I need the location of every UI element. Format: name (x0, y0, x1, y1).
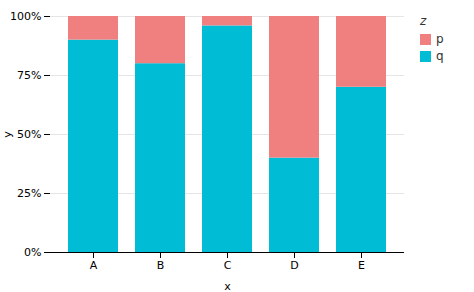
svg-text:100%: 100% (10, 10, 41, 23)
html-text:q: q (436, 49, 444, 63)
svg-text:0%: 0% (24, 246, 41, 259)
html-text:z: z (420, 14, 427, 28)
svg-text:50%: 50% (17, 128, 41, 141)
svg-text:E: E (358, 259, 365, 272)
svg-text:D: D (290, 259, 298, 272)
svg-text:C: C (224, 259, 232, 272)
svg-text:x: x (224, 280, 231, 292)
svg-text:75%: 75% (17, 69, 41, 82)
svg-text:25%: 25% (17, 187, 41, 200)
svg-text:A: A (90, 259, 98, 272)
svg-text:B: B (157, 259, 165, 272)
html-text:p: p (436, 32, 444, 46)
svg-text:y: y (1, 131, 14, 138)
